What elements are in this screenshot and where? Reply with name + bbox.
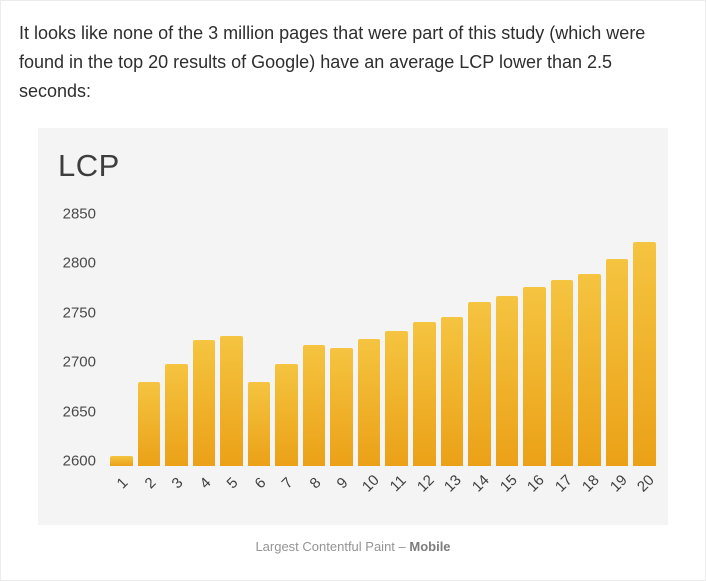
x-tick: 3 bbox=[165, 471, 188, 515]
x-tick: 4 bbox=[193, 471, 216, 515]
y-tick-label: 2600 bbox=[62, 452, 96, 470]
x-tick: 12 bbox=[413, 471, 438, 515]
lcp-chart-figure: LCP 2600 2650 2700 2750 2800 2850 1 2 3 4 5 6 7 8 9 10… bbox=[17, 128, 689, 554]
x-tick: 18 bbox=[578, 471, 603, 515]
x-tick-label: 7 bbox=[278, 474, 297, 493]
x-tick: 11 bbox=[385, 471, 410, 515]
intro-paragraph: It looks like none of the 3 million page… bbox=[19, 23, 646, 101]
x-tick: 20 bbox=[633, 471, 659, 515]
x-tick-label: 10 bbox=[358, 471, 383, 496]
x-tick: 19 bbox=[606, 471, 631, 515]
x-tick: 7 bbox=[275, 471, 298, 515]
x-tick: 13 bbox=[441, 471, 466, 515]
bar[interactable] bbox=[633, 241, 656, 466]
x-tick-label: 6 bbox=[251, 474, 270, 493]
y-tick-label: 2750 bbox=[62, 304, 96, 322]
bar[interactable] bbox=[468, 301, 491, 466]
x-tick-label: 18 bbox=[579, 471, 603, 496]
y-tick-label: 2800 bbox=[62, 254, 96, 272]
bar[interactable] bbox=[413, 321, 436, 466]
bar[interactable] bbox=[137, 381, 161, 466]
x-tick: 16 bbox=[523, 471, 548, 515]
x-tick: 1 bbox=[110, 471, 133, 515]
x-tick: 17 bbox=[551, 471, 576, 515]
x-tick-label: 13 bbox=[441, 471, 466, 496]
bar[interactable] bbox=[578, 274, 601, 466]
x-tick-label: 11 bbox=[386, 472, 410, 496]
y-tick-label: 2700 bbox=[62, 353, 96, 371]
x-tick: 15 bbox=[496, 471, 521, 515]
bar[interactable] bbox=[550, 280, 574, 466]
x-axis: 1 2 3 4 5 6 7 8 9 10 11 12 13 14 15 16 17 18 19 20 bbox=[108, 471, 658, 515]
bar[interactable] bbox=[165, 364, 188, 466]
x-tick-label: 9 bbox=[334, 474, 352, 493]
x-tick: 14 bbox=[468, 471, 493, 515]
bar[interactable] bbox=[385, 330, 409, 466]
bar[interactable] bbox=[330, 348, 353, 466]
bar[interactable] bbox=[220, 336, 243, 466]
y-tick-label: 2850 bbox=[62, 205, 96, 223]
bars bbox=[108, 204, 658, 466]
x-tick-label: 1 bbox=[113, 474, 132, 493]
x-tick-label: 3 bbox=[168, 474, 187, 493]
x-tick-label: 20 bbox=[634, 471, 659, 496]
bar[interactable] bbox=[192, 340, 216, 466]
x-tick: 8 bbox=[303, 471, 326, 515]
x-tick: 2 bbox=[138, 471, 161, 515]
chart-card: LCP 2600 2650 2700 2750 2800 2850 1 2 3 4 5 6 7 8 9 10… bbox=[38, 128, 668, 525]
caption-text: Largest Contentful Paint – bbox=[255, 539, 410, 554]
x-tick-label: 14 bbox=[468, 471, 493, 496]
x-tick-label: 17 bbox=[551, 471, 576, 496]
y-axis: 2600 2650 2700 2750 2800 2850 bbox=[38, 204, 108, 469]
x-tick-label: 16 bbox=[524, 471, 548, 496]
bar[interactable] bbox=[275, 364, 298, 466]
bar[interactable] bbox=[247, 381, 271, 466]
bar[interactable] bbox=[605, 259, 629, 466]
bar[interactable] bbox=[110, 456, 133, 466]
x-tick-label: 2 bbox=[141, 474, 160, 493]
bar[interactable] bbox=[523, 287, 546, 466]
chart-caption: Largest Contentful Paint – Mobile bbox=[17, 539, 689, 554]
x-tick: 10 bbox=[358, 471, 383, 515]
x-tick: 5 bbox=[220, 471, 243, 515]
x-tick: 9 bbox=[330, 471, 353, 515]
x-tick: 6 bbox=[248, 471, 271, 515]
chart-title: LCP bbox=[58, 148, 120, 183]
caption-bold-text: Mobile bbox=[409, 539, 451, 554]
plot-grid: 2600 2650 2700 2750 2800 2850 1 2 3 4 5 6 7 8 9 10 11 12… bbox=[38, 204, 658, 515]
bar[interactable] bbox=[440, 316, 464, 466]
x-tick-label: 4 bbox=[196, 474, 215, 493]
bar[interactable] bbox=[495, 295, 519, 466]
bar[interactable] bbox=[357, 339, 381, 466]
x-tick-label: 5 bbox=[223, 474, 242, 493]
x-tick-label: 19 bbox=[606, 471, 631, 496]
x-tick-label: 15 bbox=[496, 471, 521, 496]
x-tick-label: 8 bbox=[306, 474, 325, 493]
y-tick-label: 2650 bbox=[62, 403, 96, 421]
plot-area: 1 2 3 4 5 6 7 8 9 10 11 12 13 14 15 16 17 18 19 20 bbox=[108, 204, 658, 515]
bar[interactable] bbox=[302, 345, 326, 466]
x-tick-label: 12 bbox=[413, 471, 438, 496]
